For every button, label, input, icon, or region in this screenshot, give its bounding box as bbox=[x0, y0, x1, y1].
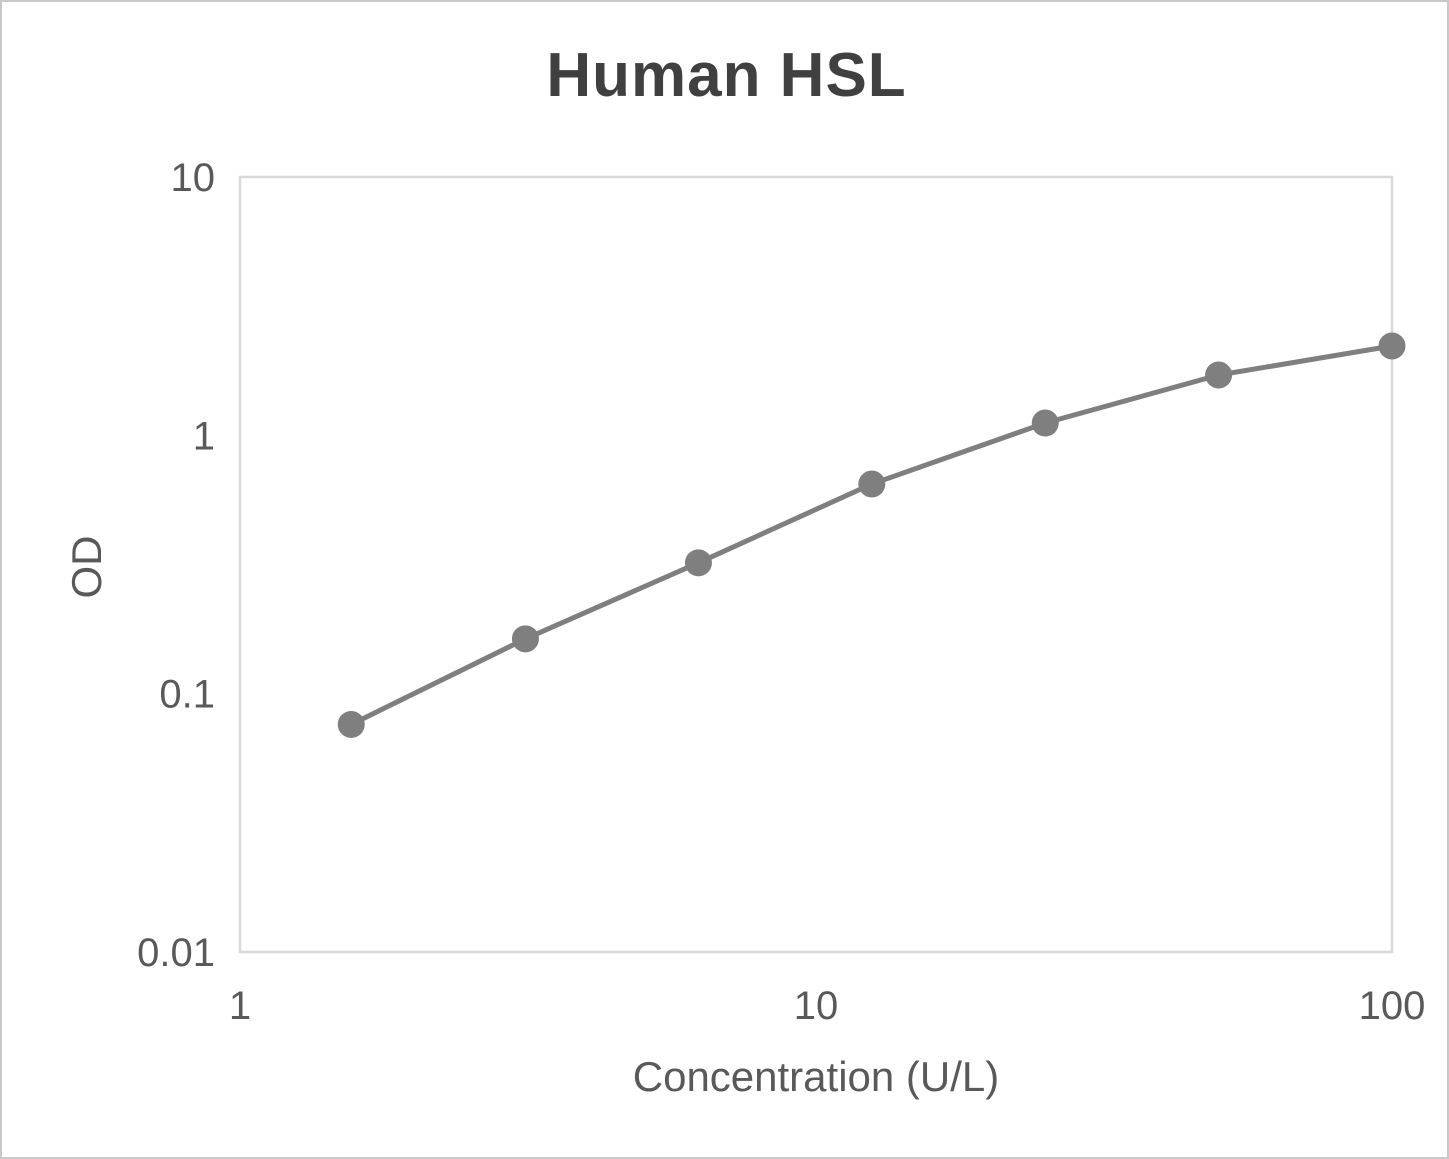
x-axis-label: Concentration (U/L) bbox=[632, 1053, 1000, 1100]
x-tick-label: 100 bbox=[1359, 984, 1426, 1028]
data-point bbox=[1378, 332, 1406, 360]
y-tick-label: 10 bbox=[171, 156, 216, 200]
y-tick-label: 1 bbox=[193, 414, 215, 458]
y-tick-label: 0.01 bbox=[137, 931, 215, 975]
data-point bbox=[684, 549, 712, 577]
data-point bbox=[337, 710, 365, 738]
data-point bbox=[1205, 361, 1233, 389]
data-point bbox=[511, 625, 539, 653]
chart-title: Human HSL bbox=[546, 41, 907, 110]
plot-border bbox=[238, 175, 1394, 954]
x-tick-label: 1 bbox=[229, 984, 251, 1028]
y-tick-label: 0.1 bbox=[159, 673, 215, 717]
data-point bbox=[1031, 409, 1059, 437]
x-tick-label: 10 bbox=[794, 984, 839, 1028]
data-point bbox=[858, 470, 886, 498]
standard-curve-line bbox=[348, 343, 1395, 727]
